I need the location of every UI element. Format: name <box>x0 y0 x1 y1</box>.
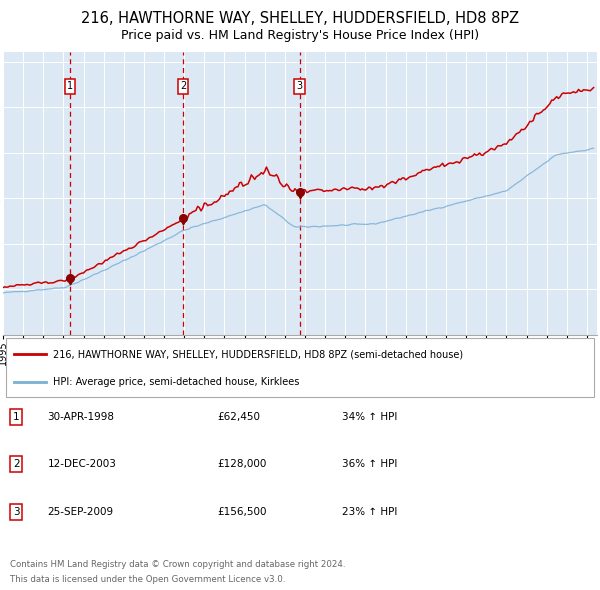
Text: 3: 3 <box>296 81 302 91</box>
Text: 2: 2 <box>180 81 187 91</box>
FancyBboxPatch shape <box>6 337 594 397</box>
Text: 36% ↑ HPI: 36% ↑ HPI <box>341 459 397 469</box>
Text: £156,500: £156,500 <box>217 507 266 517</box>
Text: £62,450: £62,450 <box>217 412 260 422</box>
Text: Price paid vs. HM Land Registry's House Price Index (HPI): Price paid vs. HM Land Registry's House … <box>121 29 479 42</box>
Text: 3: 3 <box>13 507 19 517</box>
Text: 216, HAWTHORNE WAY, SHELLEY, HUDDERSFIELD, HD8 8PZ (semi-detached house): 216, HAWTHORNE WAY, SHELLEY, HUDDERSFIEL… <box>53 349 463 359</box>
Text: Contains HM Land Registry data © Crown copyright and database right 2024.: Contains HM Land Registry data © Crown c… <box>10 560 346 569</box>
Text: 216, HAWTHORNE WAY, SHELLEY, HUDDERSFIELD, HD8 8PZ: 216, HAWTHORNE WAY, SHELLEY, HUDDERSFIEL… <box>81 11 519 26</box>
Text: 1: 1 <box>13 412 19 422</box>
Text: 12-DEC-2003: 12-DEC-2003 <box>47 459 116 469</box>
Text: £128,000: £128,000 <box>217 459 266 469</box>
Text: This data is licensed under the Open Government Licence v3.0.: This data is licensed under the Open Gov… <box>10 575 286 585</box>
Text: 25-SEP-2009: 25-SEP-2009 <box>47 507 113 517</box>
Text: 23% ↑ HPI: 23% ↑ HPI <box>341 507 397 517</box>
Text: 1: 1 <box>67 81 73 91</box>
Text: 34% ↑ HPI: 34% ↑ HPI <box>341 412 397 422</box>
Text: 30-APR-1998: 30-APR-1998 <box>47 412 115 422</box>
Text: HPI: Average price, semi-detached house, Kirklees: HPI: Average price, semi-detached house,… <box>53 376 299 386</box>
Text: 2: 2 <box>13 459 19 469</box>
